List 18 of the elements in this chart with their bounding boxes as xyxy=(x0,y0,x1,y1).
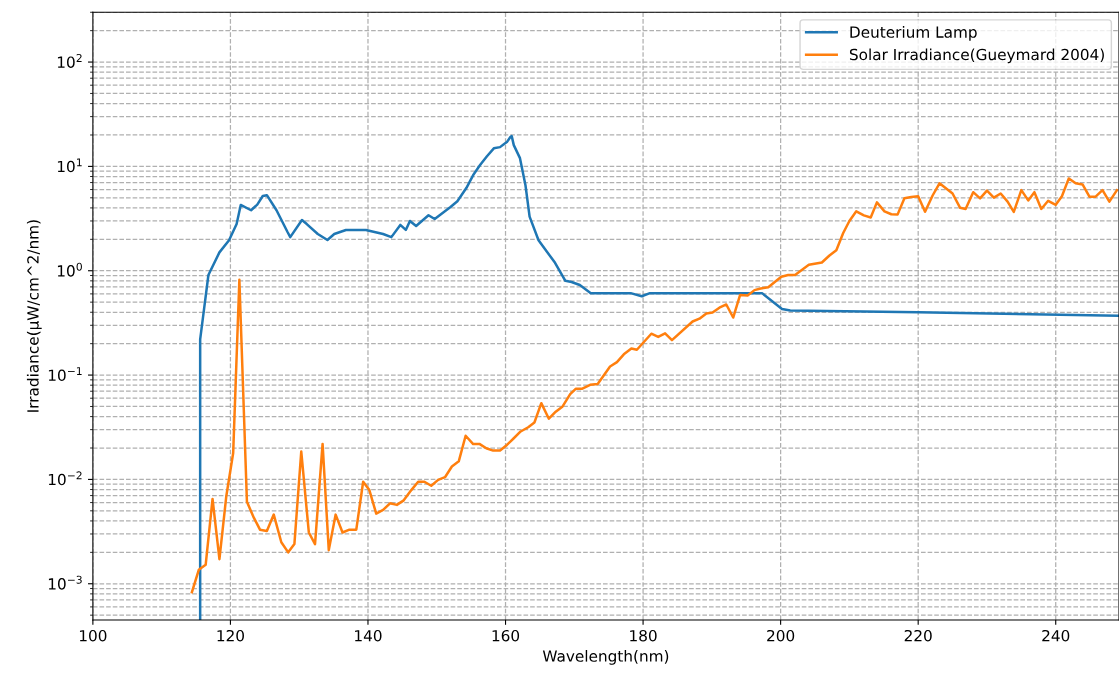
y-tick-label: 10$^{2}$ xyxy=(57,53,82,68)
x-tick-label: 140 xyxy=(355,629,382,642)
y-tick-label: 10$^{−1}$ xyxy=(48,367,82,381)
legend-label: Deuterium Lamp xyxy=(850,26,977,41)
x-tick-label: 160 xyxy=(492,629,520,642)
y-tick-label: 10$^{−2}$ xyxy=(48,471,82,486)
y-tick-label: 10$^{1}$ xyxy=(57,158,82,173)
x-tick-label: 120 xyxy=(217,629,244,642)
x-tick-label: 240 xyxy=(1042,629,1070,642)
legend-label: Solar Irradiance(Gueymard 2004) xyxy=(849,48,1104,64)
x-tick-label: 180 xyxy=(630,629,657,642)
y-tick-label: 10$^{−3}$ xyxy=(48,575,82,590)
x-tick-label: 220 xyxy=(904,629,932,642)
y-axis-title: Irradiance(µW/cm^2/nm) xyxy=(26,220,42,412)
x-tick-label: 200 xyxy=(767,629,795,642)
x-axis-title: Wavelength(nm) xyxy=(542,650,669,665)
y-tick-label: 10$^{0}$ xyxy=(57,262,82,277)
x-tick-label: 100 xyxy=(79,629,107,642)
